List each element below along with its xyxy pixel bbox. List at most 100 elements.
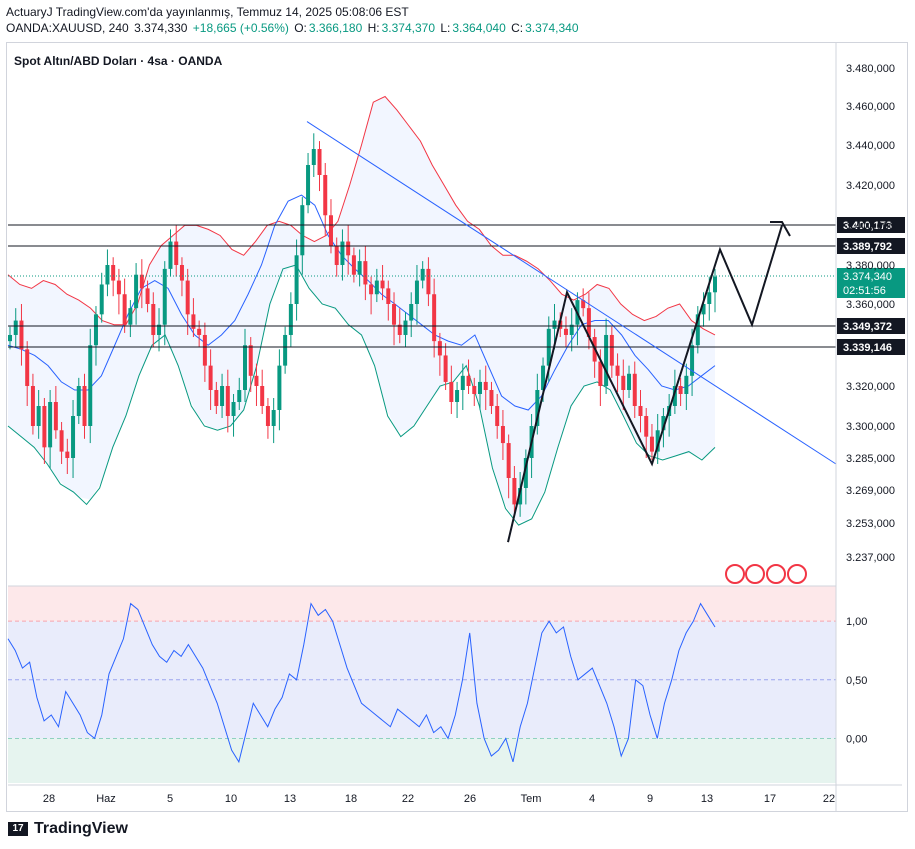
candle-body xyxy=(122,294,127,325)
candle-body xyxy=(25,349,30,386)
candle-body xyxy=(208,365,213,390)
price-axis-tick: 3.440,000 xyxy=(846,140,895,152)
time-axis-tick: 18 xyxy=(345,793,357,805)
candle-body xyxy=(638,406,643,416)
candle-body xyxy=(271,410,276,426)
level-price-label: 3.400,173 xyxy=(843,220,892,232)
candle-body xyxy=(128,308,133,325)
candle-body xyxy=(449,381,454,402)
candle-body xyxy=(655,430,660,452)
candle-body xyxy=(99,284,104,315)
flag-event-icon[interactable] xyxy=(725,564,745,584)
candle-body xyxy=(695,314,700,346)
current-price-label: 3.374,340 xyxy=(843,271,892,283)
candle-body xyxy=(552,320,557,329)
footer-brand: 17 TradingView xyxy=(8,820,128,838)
time-axis-tick: 26 xyxy=(464,793,476,805)
flag-event-icon[interactable] xyxy=(766,564,786,584)
candle-body xyxy=(48,402,53,448)
candle-body xyxy=(374,280,379,295)
candle-body xyxy=(59,430,64,452)
candle-body xyxy=(472,386,477,394)
candle-body xyxy=(168,241,173,269)
candle-body xyxy=(265,406,270,426)
candle-body xyxy=(36,406,41,426)
price-axis-tick: 3.300,000 xyxy=(846,421,895,433)
candle-body xyxy=(363,261,368,285)
time-axis-tick: 28 xyxy=(43,793,55,805)
candle-body xyxy=(179,265,184,281)
chart-frame[interactable] xyxy=(6,42,908,812)
candle-body xyxy=(65,451,70,458)
candle-body xyxy=(76,386,81,416)
candle-body xyxy=(586,308,591,338)
candle-body xyxy=(397,324,402,335)
price-axis-tick: 3.253,000 xyxy=(846,518,895,530)
candle-body xyxy=(523,458,528,488)
candle-body xyxy=(661,416,666,431)
candle-body xyxy=(157,324,162,335)
time-axis-tick: 13 xyxy=(701,793,713,805)
candle-body xyxy=(455,390,460,402)
candle-body xyxy=(432,294,437,342)
flag-event-icon[interactable] xyxy=(787,564,807,584)
candle-body xyxy=(684,375,689,394)
candle-body xyxy=(93,314,98,346)
candle-body xyxy=(478,381,482,394)
level-price-badge xyxy=(837,339,905,355)
time-axis-tick: Tem xyxy=(521,793,542,805)
time-axis-tick: 5 xyxy=(167,793,173,805)
candle-body xyxy=(615,365,620,376)
lower-band-line xyxy=(7,264,716,526)
candle-body xyxy=(351,255,356,275)
candle-body xyxy=(386,288,391,304)
chart-legend-title: Spot Altın/ABD Doları · 4sa · OANDA xyxy=(14,54,223,68)
price-axis-tick: 3.320,000 xyxy=(846,381,895,393)
candle-body xyxy=(8,334,12,342)
level-price-badge xyxy=(837,217,905,233)
candle-body xyxy=(414,280,419,304)
level-price-badge xyxy=(837,238,905,254)
candle-body xyxy=(707,292,712,304)
trendline[interactable] xyxy=(306,121,837,465)
level-price-label: 3.339,146 xyxy=(843,342,892,354)
price-axis-tick: 3.480,000 xyxy=(846,63,895,75)
candle-body xyxy=(231,402,236,416)
low-label: L: xyxy=(440,21,451,35)
candle-body xyxy=(323,175,328,216)
low-value: 3.364,040 xyxy=(452,21,506,35)
level-price-label: 3.349,372 xyxy=(843,321,892,333)
candle-body xyxy=(569,324,574,335)
price-axis-tick: 3.360,000 xyxy=(846,299,895,311)
time-axis-tick: 17 xyxy=(764,793,776,805)
candle-body xyxy=(334,245,339,265)
arrow-head-icon xyxy=(770,221,791,237)
candle-body xyxy=(678,386,683,394)
candle-body xyxy=(174,241,179,265)
candle-body xyxy=(644,416,649,437)
candle-body xyxy=(202,334,207,366)
ohlc-row: OANDA:XAUUSD, 240 3.374,330 +18,665 (+0.… xyxy=(6,20,581,36)
candle-body xyxy=(340,241,345,265)
price-axis-tick: 3.237,000 xyxy=(846,552,895,564)
candle-body xyxy=(225,386,230,416)
oscillator-y-tick: 1,00 xyxy=(846,616,867,628)
price-axis-tick: 3.460,000 xyxy=(846,101,895,113)
zigzag-projection[interactable] xyxy=(507,225,783,543)
tradingview-logo-icon: 17 xyxy=(8,822,28,836)
candle-body xyxy=(409,304,414,321)
candle-body xyxy=(346,241,351,256)
flag-event-icon[interactable] xyxy=(745,564,765,584)
level-price-label: 3.389,792 xyxy=(843,241,892,253)
candle-body xyxy=(466,375,471,386)
candle-body xyxy=(357,261,362,275)
time-axis-tick: 9 xyxy=(647,793,653,805)
candle-body xyxy=(260,386,265,406)
last-price: 3.374,330 xyxy=(134,21,188,35)
candle-body xyxy=(701,304,706,315)
candle-body xyxy=(563,328,568,335)
candle-body xyxy=(288,304,293,335)
brand-name: TradingView xyxy=(34,820,128,837)
candle-body xyxy=(512,478,517,505)
